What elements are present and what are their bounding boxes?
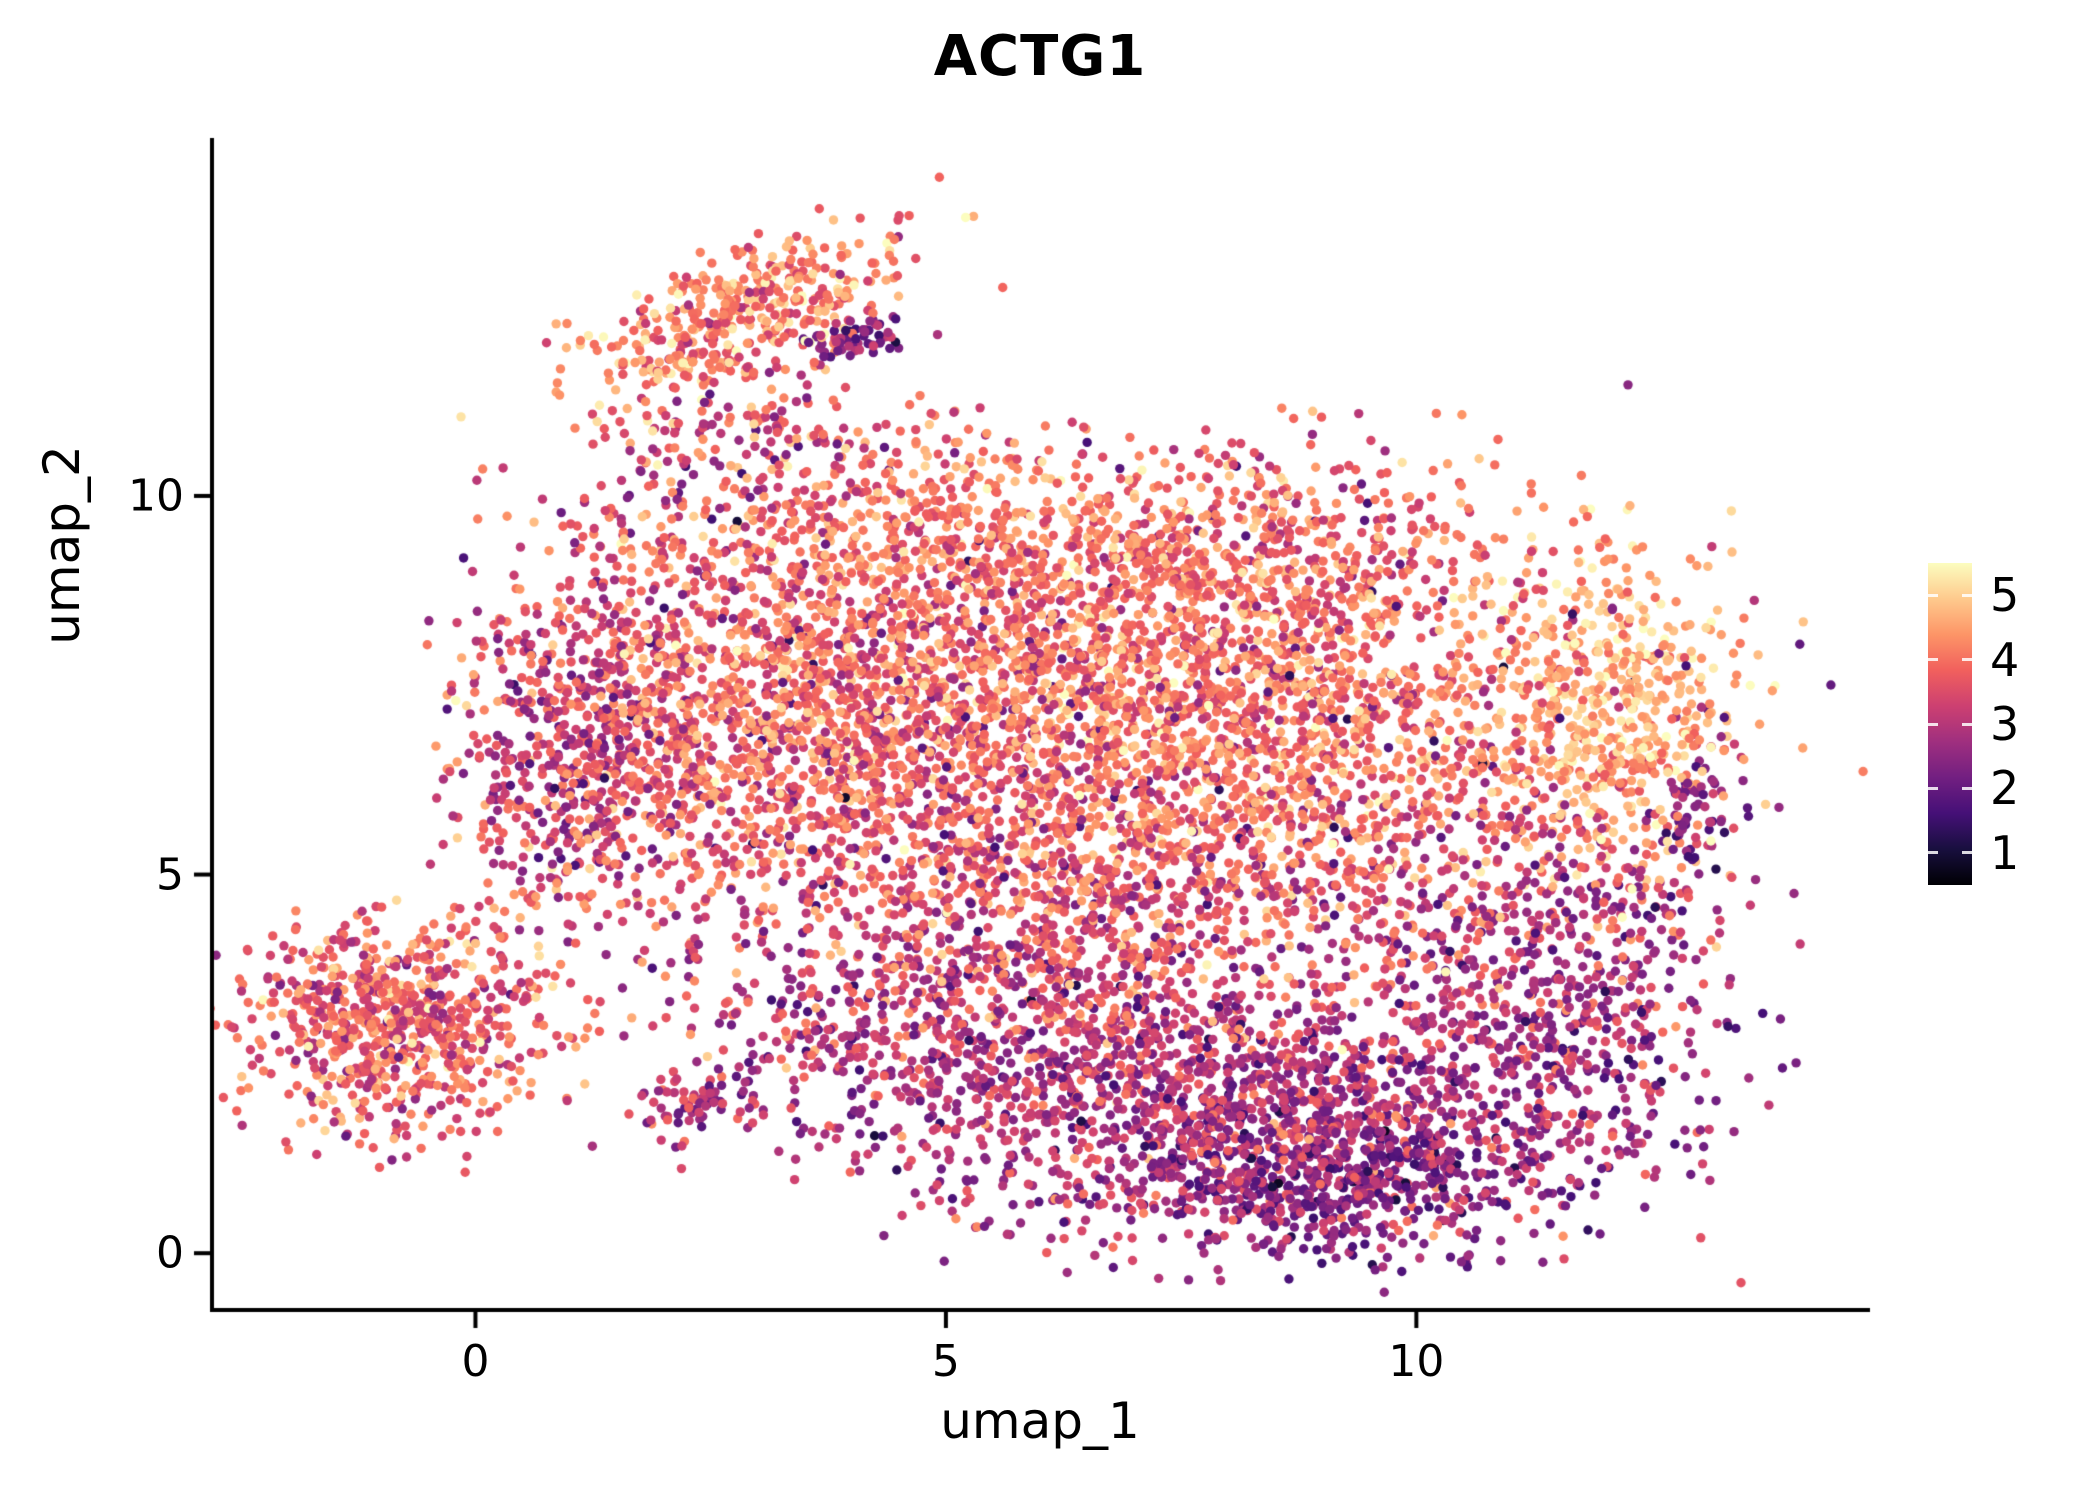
x-tick-label: 5 — [931, 1336, 960, 1387]
colorbar-tick-mark — [1962, 786, 1972, 790]
colorbar-tick-label: 4 — [1990, 632, 2020, 687]
colorbar-tick-mark — [1928, 593, 1938, 597]
colorbar-tick-label: 5 — [1990, 568, 2020, 623]
colorbar-tick-mark — [1962, 593, 1972, 597]
colorbar-tick-mark — [1928, 786, 1938, 790]
colorbar-tick-mark — [1962, 851, 1972, 855]
y-tick-label: 5 — [156, 849, 184, 901]
colorbar-tick-label: 3 — [1990, 697, 2020, 751]
colorbar-tick-mark — [1962, 658, 1972, 662]
y-tick-label: 10 — [128, 470, 184, 522]
colorbar-tick-label: 1 — [1990, 825, 2020, 880]
colorbar-gradient — [1928, 563, 1972, 885]
colorbar-legend: 5 4 3 2 1 — [1928, 563, 2100, 885]
y-tick-label: 0 — [156, 1227, 184, 1279]
colorbar-tick-mark — [1962, 722, 1972, 726]
colorbar-tick-mark — [1928, 658, 1938, 662]
colorbar-tick-mark — [1928, 722, 1938, 726]
colorbar-tick-label: 2 — [1990, 761, 2020, 816]
colorbar-tick-mark — [1928, 851, 1938, 855]
x-tick-label: 10 — [1388, 1336, 1445, 1387]
x-tick-label: 0 — [461, 1336, 490, 1387]
